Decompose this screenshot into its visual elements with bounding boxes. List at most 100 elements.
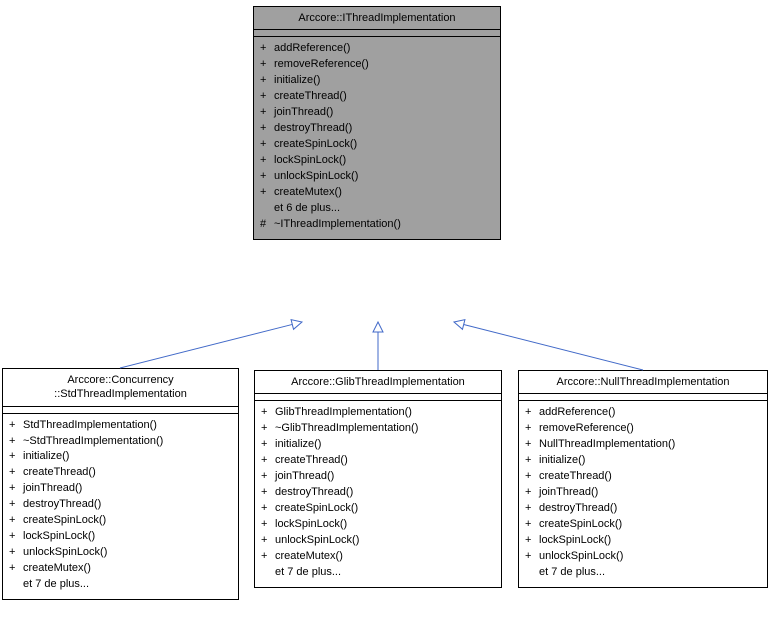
method-name: joinThread() bbox=[539, 485, 761, 501]
uml-class-std: Arccore::Concurrency::StdThreadImplement… bbox=[2, 368, 239, 600]
method-name: removeReference() bbox=[539, 421, 761, 437]
uml-method: +GlibThreadImplementation() bbox=[261, 405, 495, 421]
method-name: unlockSpinLock() bbox=[274, 169, 494, 185]
uml-method: +destroyThread() bbox=[260, 121, 494, 137]
method-name: createThread() bbox=[274, 89, 494, 105]
visibility-symbol: + bbox=[260, 153, 274, 169]
uml-method: +joinThread() bbox=[525, 485, 761, 501]
uml-method: +joinThread() bbox=[9, 481, 232, 497]
uml-method: +addReference() bbox=[525, 405, 761, 421]
uml-method: +unlockSpinLock() bbox=[9, 545, 232, 561]
visibility-symbol: + bbox=[525, 517, 539, 533]
visibility-symbol: + bbox=[260, 105, 274, 121]
method-name: joinThread() bbox=[275, 469, 495, 485]
method-name: ~GlibThreadImplementation() bbox=[275, 421, 495, 437]
uml-method: +lockSpinLock() bbox=[260, 153, 494, 169]
uml-method: +createSpinLock() bbox=[261, 501, 495, 517]
uml-class-parent: Arccore::IThreadImplementation +addRefer… bbox=[253, 6, 501, 240]
uml-class-null: Arccore::NullThreadImplementation +addRe… bbox=[518, 370, 768, 588]
visibility-symbol: + bbox=[525, 533, 539, 549]
uml-class-title: Arccore::GlibThreadImplementation bbox=[255, 371, 501, 394]
method-name: StdThreadImplementation() bbox=[23, 418, 232, 434]
visibility-symbol: + bbox=[525, 549, 539, 565]
method-name: createSpinLock() bbox=[275, 501, 495, 517]
method-name: et 7 de plus... bbox=[539, 565, 761, 581]
uml-attributes-empty bbox=[3, 407, 238, 414]
visibility-symbol: + bbox=[9, 545, 23, 561]
class-name-line: Arccore::Concurrency bbox=[67, 374, 173, 386]
method-name: createThread() bbox=[275, 453, 495, 469]
uml-method: +createThread() bbox=[260, 89, 494, 105]
uml-method: +~GlibThreadImplementation() bbox=[261, 421, 495, 437]
method-name: destroyThread() bbox=[275, 485, 495, 501]
uml-method: +createThread() bbox=[261, 453, 495, 469]
uml-attributes-empty bbox=[254, 30, 500, 37]
method-name: et 7 de plus... bbox=[275, 565, 495, 581]
method-name: lockSpinLock() bbox=[539, 533, 761, 549]
visibility-symbol: + bbox=[261, 405, 275, 421]
uml-method: +unlockSpinLock() bbox=[261, 533, 495, 549]
visibility-symbol: + bbox=[261, 469, 275, 485]
visibility-symbol: + bbox=[260, 185, 274, 201]
visibility-symbol: + bbox=[261, 533, 275, 549]
method-name: unlockSpinLock() bbox=[23, 545, 232, 561]
visibility-symbol: + bbox=[260, 41, 274, 57]
method-name: initialize() bbox=[274, 73, 494, 89]
uml-method: +addReference() bbox=[260, 41, 494, 57]
uml-method: +initialize() bbox=[261, 437, 495, 453]
method-name: createMutex() bbox=[275, 549, 495, 565]
uml-method: +removeReference() bbox=[260, 57, 494, 73]
visibility-symbol: + bbox=[260, 137, 274, 153]
class-name-line: Arccore::GlibThreadImplementation bbox=[291, 376, 465, 388]
uml-method: +StdThreadImplementation() bbox=[9, 418, 232, 434]
uml-method: +createThread() bbox=[9, 465, 232, 481]
visibility-symbol: + bbox=[525, 405, 539, 421]
method-name: et 7 de plus... bbox=[23, 577, 232, 593]
uml-class-title: Arccore::Concurrency::StdThreadImplement… bbox=[3, 369, 238, 407]
visibility-symbol: + bbox=[261, 501, 275, 517]
uml-method: +initialize() bbox=[525, 453, 761, 469]
uml-method: +lockSpinLock() bbox=[261, 517, 495, 533]
visibility-symbol: + bbox=[9, 497, 23, 513]
uml-method: +unlockSpinLock() bbox=[525, 549, 761, 565]
visibility-symbol bbox=[9, 577, 23, 593]
uml-class-title: Arccore::IThreadImplementation bbox=[254, 7, 500, 30]
visibility-symbol: + bbox=[9, 449, 23, 465]
uml-method: +createMutex() bbox=[261, 549, 495, 565]
method-name: initialize() bbox=[275, 437, 495, 453]
uml-class-title: Arccore::NullThreadImplementation bbox=[519, 371, 767, 394]
uml-attributes-empty bbox=[255, 394, 501, 401]
method-name: createThread() bbox=[23, 465, 232, 481]
visibility-symbol: + bbox=[9, 434, 23, 450]
uml-method: +initialize() bbox=[9, 449, 232, 465]
class-name-line: ::StdThreadImplementation bbox=[54, 388, 187, 400]
method-name: lockSpinLock() bbox=[23, 529, 232, 545]
visibility-symbol: + bbox=[9, 529, 23, 545]
method-name: NullThreadImplementation() bbox=[539, 437, 761, 453]
method-name: joinThread() bbox=[274, 105, 494, 121]
uml-method: +lockSpinLock() bbox=[9, 529, 232, 545]
uml-method: +lockSpinLock() bbox=[525, 533, 761, 549]
visibility-symbol: + bbox=[261, 421, 275, 437]
visibility-symbol: + bbox=[261, 437, 275, 453]
uml-methods-list: +addReference()+removeReference()+NullTh… bbox=[519, 401, 767, 586]
visibility-symbol: + bbox=[260, 121, 274, 137]
visibility-symbol: + bbox=[525, 469, 539, 485]
method-name: initialize() bbox=[539, 453, 761, 469]
uml-method: +createMutex() bbox=[260, 185, 494, 201]
uml-method: et 7 de plus... bbox=[9, 577, 232, 593]
uml-method: +destroyThread() bbox=[261, 485, 495, 501]
uml-method: +unlockSpinLock() bbox=[260, 169, 494, 185]
visibility-symbol: + bbox=[525, 485, 539, 501]
method-name: unlockSpinLock() bbox=[275, 533, 495, 549]
visibility-symbol: + bbox=[261, 517, 275, 533]
visibility-symbol: + bbox=[261, 453, 275, 469]
visibility-symbol: + bbox=[261, 485, 275, 501]
method-name: ~StdThreadImplementation() bbox=[23, 434, 232, 450]
visibility-symbol bbox=[260, 201, 274, 217]
visibility-symbol: + bbox=[260, 73, 274, 89]
visibility-symbol: + bbox=[260, 169, 274, 185]
visibility-symbol: + bbox=[525, 421, 539, 437]
visibility-symbol: + bbox=[525, 453, 539, 469]
method-name: createSpinLock() bbox=[23, 513, 232, 529]
